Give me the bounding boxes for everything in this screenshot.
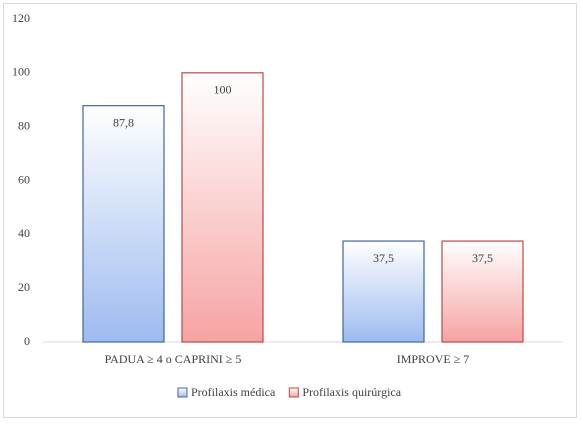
y-tick-label: 60 xyxy=(18,172,30,186)
bar xyxy=(441,240,524,343)
data-label: 87,8 xyxy=(113,115,134,129)
data-label: 37,5 xyxy=(472,251,493,265)
y-tick-label: 120 xyxy=(12,11,30,25)
y-tick-label: 80 xyxy=(18,118,30,132)
y-tick-label: 20 xyxy=(18,280,30,294)
y-tick-label: 100 xyxy=(12,65,30,79)
y-tick-label: 0 xyxy=(24,334,30,348)
y-tick-label: 40 xyxy=(18,226,30,240)
data-label: 37,5 xyxy=(373,251,394,265)
legend-swatch xyxy=(177,387,188,398)
legend-swatch xyxy=(288,387,299,398)
bar xyxy=(342,240,425,343)
bar xyxy=(181,72,264,343)
x-tick-label: IMPROVE ≥ 7 xyxy=(397,352,470,366)
x-tick-label: PADUA ≥ 4 o CAPRINI ≥ 5 xyxy=(105,352,242,366)
data-label: 100 xyxy=(214,83,232,97)
bar xyxy=(82,105,165,343)
legend-label: Profilaxis quirúrgica xyxy=(302,385,401,399)
legend-label: Profilaxis médica xyxy=(191,385,276,399)
